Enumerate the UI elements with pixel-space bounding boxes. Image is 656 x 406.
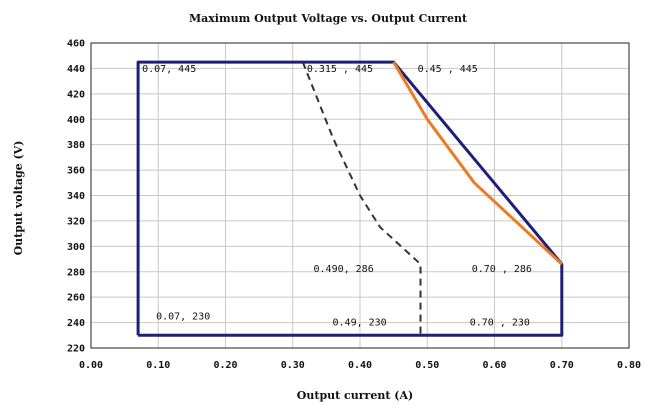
y-axis-title: Output voltage (V) (12, 141, 25, 256)
y-tick-label: 320 (67, 216, 85, 227)
data-label: 0.70 , 230 (470, 317, 530, 328)
plot-frame (90, 42, 630, 349)
data-label: 0.315 , 445 (307, 64, 373, 75)
y-tick-label: 340 (67, 191, 85, 202)
y-tick-label: 380 (67, 140, 85, 151)
series-line-2 (301, 61, 422, 336)
y-tick-label: 440 (67, 64, 85, 75)
x-tick-label: 0.30 (281, 360, 305, 371)
data-label: 0.490, 286 (314, 264, 374, 275)
y-tick-label: 220 (67, 344, 85, 355)
y-tick-label: 420 (67, 89, 85, 100)
annotations: 0.07, 445 0.315 , 445 0.45 , 445 0.490, 286… (142, 64, 532, 328)
x-axis-ticks: 0.00 0.10 0.20 0.30 0.40 0.50 0.60 0.70 0.80 (79, 360, 641, 371)
chart-title: Maximum Output Voltage vs. Output Curren… (189, 12, 468, 25)
x-tick-label: 0.70 (550, 360, 574, 371)
x-tick-label: 0.50 (415, 360, 439, 371)
y-tick-label: 240 (67, 318, 85, 329)
data-label: 0.70 , 286 (472, 264, 532, 275)
y-tick-label: 460 (67, 39, 85, 50)
x-tick-label: 0.80 (617, 360, 641, 371)
y-axis-ticks: 220 240 260 280 300 320 340 360 380 400 420 440 460 (67, 39, 85, 355)
x-axis-title: Output current (A) (297, 389, 413, 402)
series-group (136, 60, 564, 337)
data-label: 0.45 , 445 (418, 64, 478, 75)
y-tick-label: 300 (67, 242, 85, 253)
y-tick-label: 280 (67, 267, 85, 278)
x-tick-label: 0.00 (79, 360, 103, 371)
x-tick-label: 0.10 (146, 360, 170, 371)
x-tick-label: 0.20 (213, 360, 237, 371)
y-tick-label: 360 (67, 166, 85, 177)
series-line-0 (136, 60, 564, 337)
data-label: 0.07, 445 (142, 64, 196, 75)
x-tick-label: 0.60 (482, 360, 506, 371)
x-tick-label: 0.40 (348, 360, 372, 371)
series-line-1 (392, 61, 563, 266)
data-label: 0.07, 230 (156, 311, 210, 322)
y-tick-label: 400 (67, 115, 85, 126)
y-tick-label: 260 (67, 293, 85, 304)
data-label: 0.49, 230 (333, 317, 387, 328)
